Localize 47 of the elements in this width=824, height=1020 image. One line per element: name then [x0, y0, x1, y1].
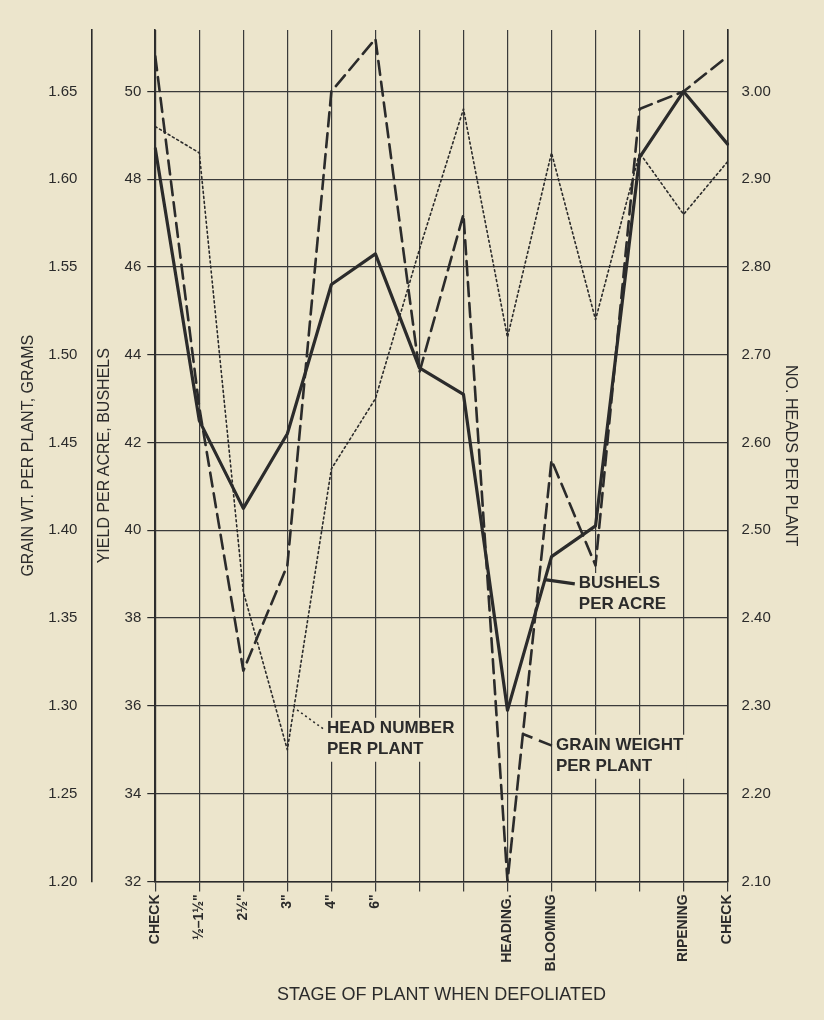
- y3-tick-label: 2.40: [741, 608, 771, 626]
- y3-tick-label: 2.80: [741, 257, 771, 275]
- y2-tick-label: 1.60: [48, 169, 78, 187]
- y-tick-label: 46: [124, 257, 142, 275]
- legend-label: BUSHELS PER ACRE: [578, 573, 667, 614]
- y3-axis-title: NO. HEADS PER PLANT: [782, 365, 800, 547]
- y-tick-label: 42: [124, 432, 142, 450]
- y3-tick-label: 2.70: [741, 344, 771, 362]
- x-tick-label: HEADING.: [498, 894, 515, 963]
- x-tick-label: 2½": [234, 894, 251, 921]
- y2-tick-label: 1.35: [48, 608, 78, 626]
- x-tick-label: ½–1½": [190, 894, 207, 940]
- y2-tick-label: 1.45: [48, 432, 78, 450]
- y-tick-label: 44: [124, 344, 142, 362]
- y-tick-label: 36: [124, 696, 142, 713]
- y3-tick-label: 2.60: [741, 432, 771, 450]
- y-tick-label: 40: [124, 520, 142, 538]
- y3-tick-label: 2.20: [741, 783, 771, 801]
- y-tick-label: 38: [124, 608, 142, 626]
- x-tick-label: 4": [322, 894, 339, 909]
- y2-axis-title: GRAIN WT. PER PLANT, GRAMS: [19, 334, 37, 577]
- y2-tick-label: 1.50: [48, 344, 78, 362]
- y3-tick-label: 3.00: [741, 81, 771, 99]
- y3-tick-label: 2.10: [741, 871, 771, 889]
- x-axis-title: STAGE OF PLANT WHEN DEFOLIATED: [276, 984, 606, 1005]
- x-tick-label: 6": [366, 894, 383, 909]
- x-tick-label: CHECK: [718, 894, 735, 945]
- y2-tick-label: 1.40: [48, 520, 78, 538]
- y-tick-label: 32: [124, 871, 142, 889]
- y2-tick-label: 1.65: [48, 81, 78, 99]
- y-axis-title: YIELD PER ACRE, BUSHELS: [95, 348, 113, 564]
- y2-tick-label: 1.25: [48, 783, 78, 801]
- y-tick-label: 48: [124, 169, 142, 187]
- x-tick-label: CHECK: [146, 894, 163, 945]
- legend-label: HEAD NUMBER PER PLANT: [326, 717, 455, 758]
- x-tick-label: RIPENING: [674, 894, 691, 963]
- y3-tick-label: 2.30: [741, 696, 771, 713]
- y2-tick-label: 1.55: [48, 257, 78, 275]
- y2-tick-label: 1.20: [48, 871, 78, 889]
- y3-tick-label: 2.50: [741, 520, 771, 538]
- legend-label: GRAIN WEIGHT PER PLANT: [555, 734, 685, 775]
- x-tick-label: 3": [278, 894, 295, 909]
- y3-tick-label: 2.90: [741, 169, 771, 187]
- y-tick-label: 34: [124, 783, 142, 801]
- x-tick-label: BLOOMING: [542, 894, 559, 972]
- y-tick-label: 50: [124, 81, 142, 99]
- y2-tick-label: 1.30: [48, 696, 78, 713]
